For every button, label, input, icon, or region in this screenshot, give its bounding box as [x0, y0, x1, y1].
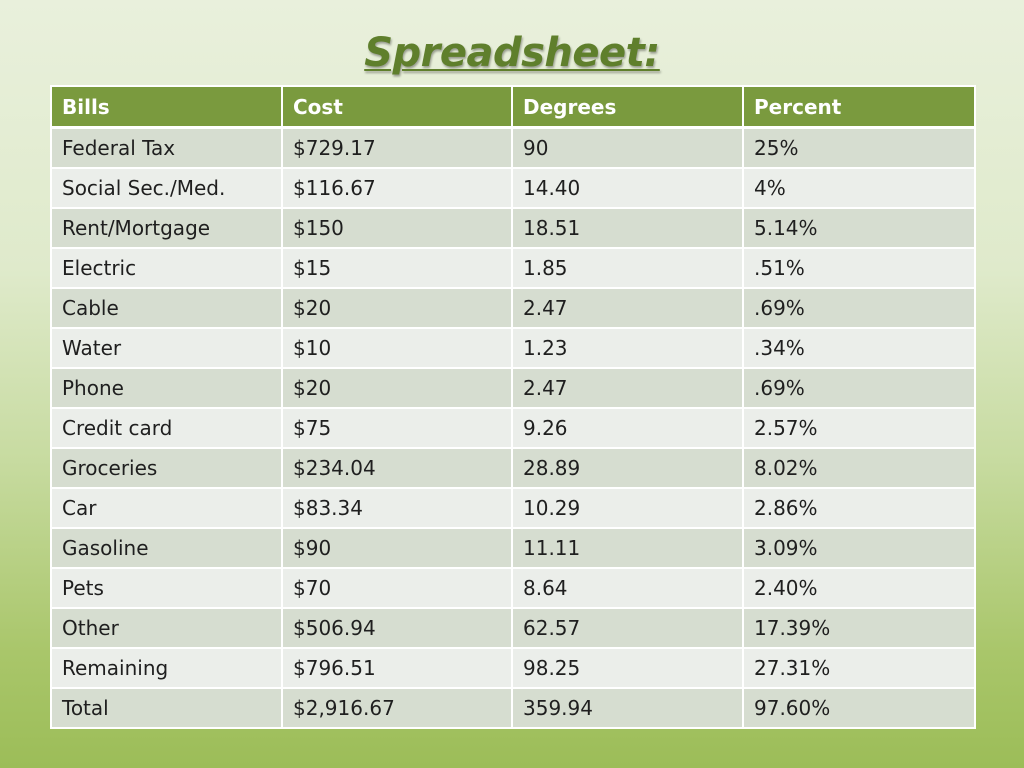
table-row: Water $10 1.23 .34% [50, 327, 976, 369]
cell-cost: $729.17 [281, 126, 513, 169]
cell-bill: Social Sec./Med. [50, 167, 283, 209]
table-row: Other $506.94 62.57 17.39% [50, 607, 976, 649]
cell-bill: Total [50, 687, 283, 729]
cell-degrees: 1.23 [511, 327, 744, 369]
cell-bill: Gasoline [50, 527, 283, 569]
cell-percent: 2.57% [742, 407, 976, 449]
header-percent: Percent [742, 85, 976, 129]
cell-cost: $150 [281, 207, 513, 249]
table-row: Social Sec./Med. $116.67 14.40 4% [50, 167, 976, 209]
cell-degrees: 1.85 [511, 247, 744, 289]
total-row: Total $2,916.67 359.94 97.60% [50, 687, 976, 729]
cell-bill: Federal Tax [50, 126, 283, 169]
cell-bill: Water [50, 327, 283, 369]
cell-bill: Cable [50, 287, 283, 329]
header-degrees: Degrees [511, 85, 744, 129]
cell-cost: $90 [281, 527, 513, 569]
cell-degrees: 18.51 [511, 207, 744, 249]
header-row: Bills Cost Degrees Percent [50, 85, 976, 129]
cell-percent: 25% [742, 126, 976, 169]
cell-degrees: 90 [511, 126, 744, 169]
cell-bill: Groceries [50, 447, 283, 489]
cell-cost: $20 [281, 367, 513, 409]
cell-cost: $2,916.67 [281, 687, 513, 729]
cell-degrees: 14.40 [511, 167, 744, 209]
cell-cost: $796.51 [281, 647, 513, 689]
cell-percent: .69% [742, 287, 976, 329]
cell-percent: 5.14% [742, 207, 976, 249]
cell-cost: $75 [281, 407, 513, 449]
cell-degrees: 62.57 [511, 607, 744, 649]
cell-cost: $10 [281, 327, 513, 369]
table-row: Pets $70 8.64 2.40% [50, 567, 976, 609]
cell-degrees: 359.94 [511, 687, 744, 729]
cell-bill: Electric [50, 247, 283, 289]
cell-percent: 4% [742, 167, 976, 209]
cell-bill: Pets [50, 567, 283, 609]
table-row: Gasoline $90 11.11 3.09% [50, 527, 976, 569]
cell-bill: Other [50, 607, 283, 649]
cell-bill: Phone [50, 367, 283, 409]
table-row: Federal Tax $729.17 90 25% [50, 126, 976, 169]
cell-degrees: 28.89 [511, 447, 744, 489]
table-row: Remaining $796.51 98.25 27.31% [50, 647, 976, 689]
cell-cost: $20 [281, 287, 513, 329]
cell-bill: Rent/Mortgage [50, 207, 283, 249]
cell-cost: $506.94 [281, 607, 513, 649]
cell-percent: 27.31% [742, 647, 976, 689]
cell-degrees: 2.47 [511, 287, 744, 329]
cell-degrees: 10.29 [511, 487, 744, 529]
cell-percent: 17.39% [742, 607, 976, 649]
cell-percent: 97.60% [742, 687, 976, 729]
cell-percent: .69% [742, 367, 976, 409]
cell-cost: $234.04 [281, 447, 513, 489]
cell-degrees: 8.64 [511, 567, 744, 609]
cell-percent: 2.86% [742, 487, 976, 529]
table-row: Cable $20 2.47 .69% [50, 287, 976, 329]
cell-cost: $116.67 [281, 167, 513, 209]
table-row: Credit card $75 9.26 2.57% [50, 407, 976, 449]
cell-degrees: 11.11 [511, 527, 744, 569]
table-row: Rent/Mortgage $150 18.51 5.14% [50, 207, 976, 249]
table-row: Groceries $234.04 28.89 8.02% [50, 447, 976, 489]
cell-percent: .34% [742, 327, 976, 369]
cell-cost: $70 [281, 567, 513, 609]
cell-bill: Remaining [50, 647, 283, 689]
table-row: Electric $15 1.85 .51% [50, 247, 976, 289]
cell-cost: $83.34 [281, 487, 513, 529]
cell-bill: Credit card [50, 407, 283, 449]
cell-degrees: 9.26 [511, 407, 744, 449]
header-cost: Cost [281, 85, 513, 129]
cell-percent: .51% [742, 247, 976, 289]
cell-percent: 3.09% [742, 527, 976, 569]
cell-degrees: 98.25 [511, 647, 744, 689]
slide-title: Spreadsheet: [364, 30, 660, 76]
cell-percent: 8.02% [742, 447, 976, 489]
cell-bill: Car [50, 487, 283, 529]
table-row: Car $83.34 10.29 2.86% [50, 487, 976, 529]
cell-percent: 2.40% [742, 567, 976, 609]
table-row: Phone $20 2.47 .69% [50, 367, 976, 409]
cell-cost: $15 [281, 247, 513, 289]
bills-table: Bills Cost Degrees Percent Federal Tax $… [50, 85, 976, 729]
header-bills: Bills [50, 85, 283, 129]
cell-degrees: 2.47 [511, 367, 744, 409]
